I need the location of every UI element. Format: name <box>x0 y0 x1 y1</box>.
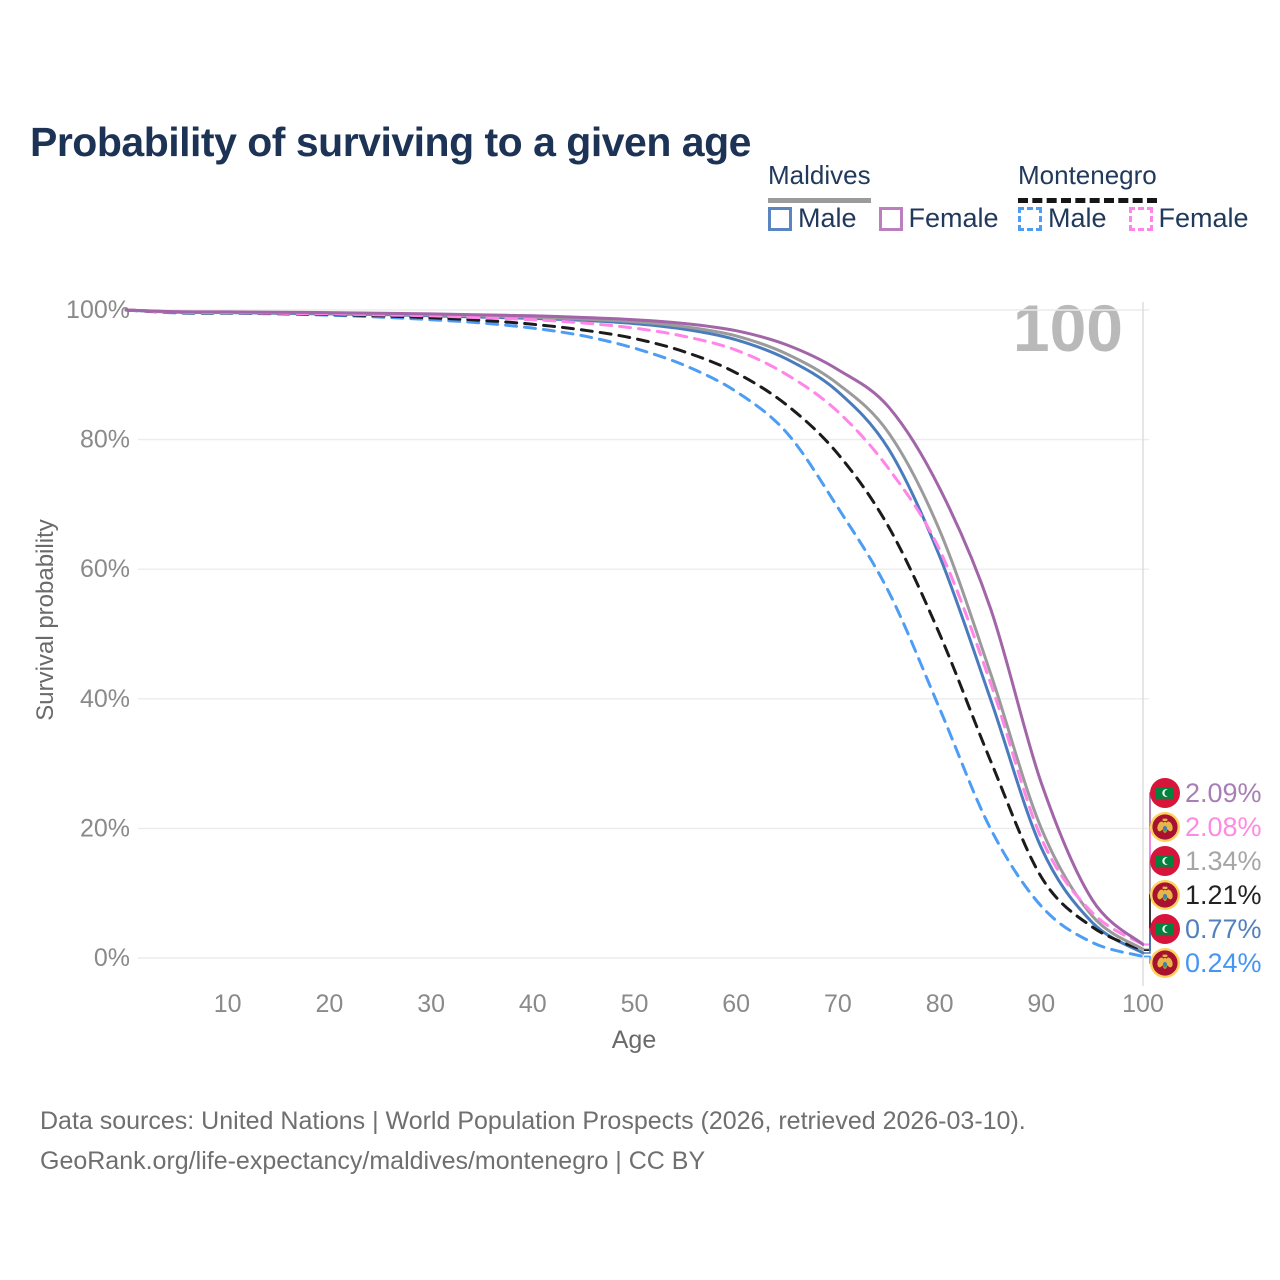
series-line-maldives-female[interactable] <box>124 308 1145 946</box>
legend-item-label: Male <box>1048 203 1107 233</box>
y-tick-label: 20% <box>80 814 130 842</box>
legend-item-label: Female <box>1158 203 1249 233</box>
x-tick-label: 100 <box>1122 990 1164 1018</box>
legend-item-maldives-male[interactable]: Male <box>768 203 857 234</box>
montenegro-flag-icon <box>1150 880 1180 910</box>
x-axis-title: Age <box>611 1026 657 1054</box>
end-label-row: 0.24% <box>1150 947 1262 979</box>
x-tick-label: 10 <box>214 990 242 1018</box>
hover-age-watermark: 100 <box>1012 291 1123 365</box>
y-tick-label: 80% <box>80 426 130 454</box>
end-label-row: 0.77% <box>1150 913 1262 945</box>
end-label-value: 0.77% <box>1185 913 1262 944</box>
maldives-flag-icon <box>1150 846 1180 876</box>
end-label-value: 2.09% <box>1185 777 1262 808</box>
legend-item-maldives-female[interactable]: Female <box>878 203 999 234</box>
legend-item-label: Female <box>908 203 999 233</box>
series-line-maldives-both[interactable] <box>124 308 1145 951</box>
x-tick-label: 70 <box>824 990 852 1018</box>
legend-item-montenegro-female[interactable]: Female <box>1128 203 1249 234</box>
attribution-line: GeoRank.org/life-expectancy/maldives/mon… <box>40 1147 706 1175</box>
montenegro-male-swatch-icon <box>1018 206 1042 231</box>
y-tick-label: 0% <box>94 944 130 972</box>
end-label-value: 2.08% <box>1185 811 1262 842</box>
end-label-value: 0.24% <box>1185 947 1262 978</box>
maldives-female-swatch-icon <box>878 206 903 231</box>
montenegro-female-swatch-icon <box>1128 206 1153 231</box>
x-tick-label: 20 <box>315 990 343 1018</box>
end-label-row: 1.34% <box>1150 845 1262 877</box>
x-tick-label: 90 <box>1027 990 1055 1018</box>
legend-group-montenegro: Montenegro <box>1018 160 1157 203</box>
end-label-value: 1.21% <box>1185 879 1262 910</box>
legend-group-maldives: Maldives <box>768 160 871 203</box>
y-tick-label: 100% <box>66 296 130 324</box>
y-tick-label: 60% <box>80 555 130 583</box>
end-label-row: 1.21% <box>1150 879 1262 911</box>
legend-items-montenegro: Male Female <box>1018 203 1249 234</box>
legend-country-maldives[interactable]: Maldives <box>768 160 871 203</box>
montenegro-flag-icon <box>1150 812 1180 842</box>
legend-country-montenegro[interactable]: Montenegro <box>1018 160 1157 203</box>
series-line-maldives-male[interactable] <box>124 308 1145 955</box>
maldives-flag-icon <box>1150 778 1180 808</box>
x-tick-label: 60 <box>722 990 750 1018</box>
series-line-montenegro-female[interactable] <box>124 308 1145 946</box>
y-tick-label: 40% <box>80 685 130 713</box>
legend-item-label: Male <box>798 203 857 233</box>
montenegro-flag-icon <box>1150 948 1180 978</box>
x-tick-label: 80 <box>926 990 954 1018</box>
x-tick-label: 30 <box>417 990 445 1018</box>
maldives-male-swatch-icon <box>768 206 792 231</box>
maldives-flag-icon <box>1150 914 1180 944</box>
page-title: Probability of surviving to a given age <box>30 119 751 166</box>
end-label-row: 2.09% <box>1150 777 1262 809</box>
x-tick-label: 40 <box>519 990 547 1018</box>
x-tick-label: 50 <box>621 990 649 1018</box>
series-line-montenegro-male[interactable] <box>124 308 1145 958</box>
end-label-value: 1.34% <box>1185 845 1262 876</box>
data-sources-line: Data sources: United Nations | World Pop… <box>40 1107 1026 1135</box>
end-label-row: 2.08% <box>1150 811 1262 843</box>
series-line-montenegro-both[interactable] <box>124 308 1145 952</box>
survival-chart[interactable]: 0% 20% 40% 60% 80% 100% 10 20 30 40 50 60 70 80 90 100 <box>0 0 1280 1080</box>
legend-item-montenegro-male[interactable]: Male <box>1018 203 1107 234</box>
legend-items-maldives: Male Female <box>768 203 999 234</box>
